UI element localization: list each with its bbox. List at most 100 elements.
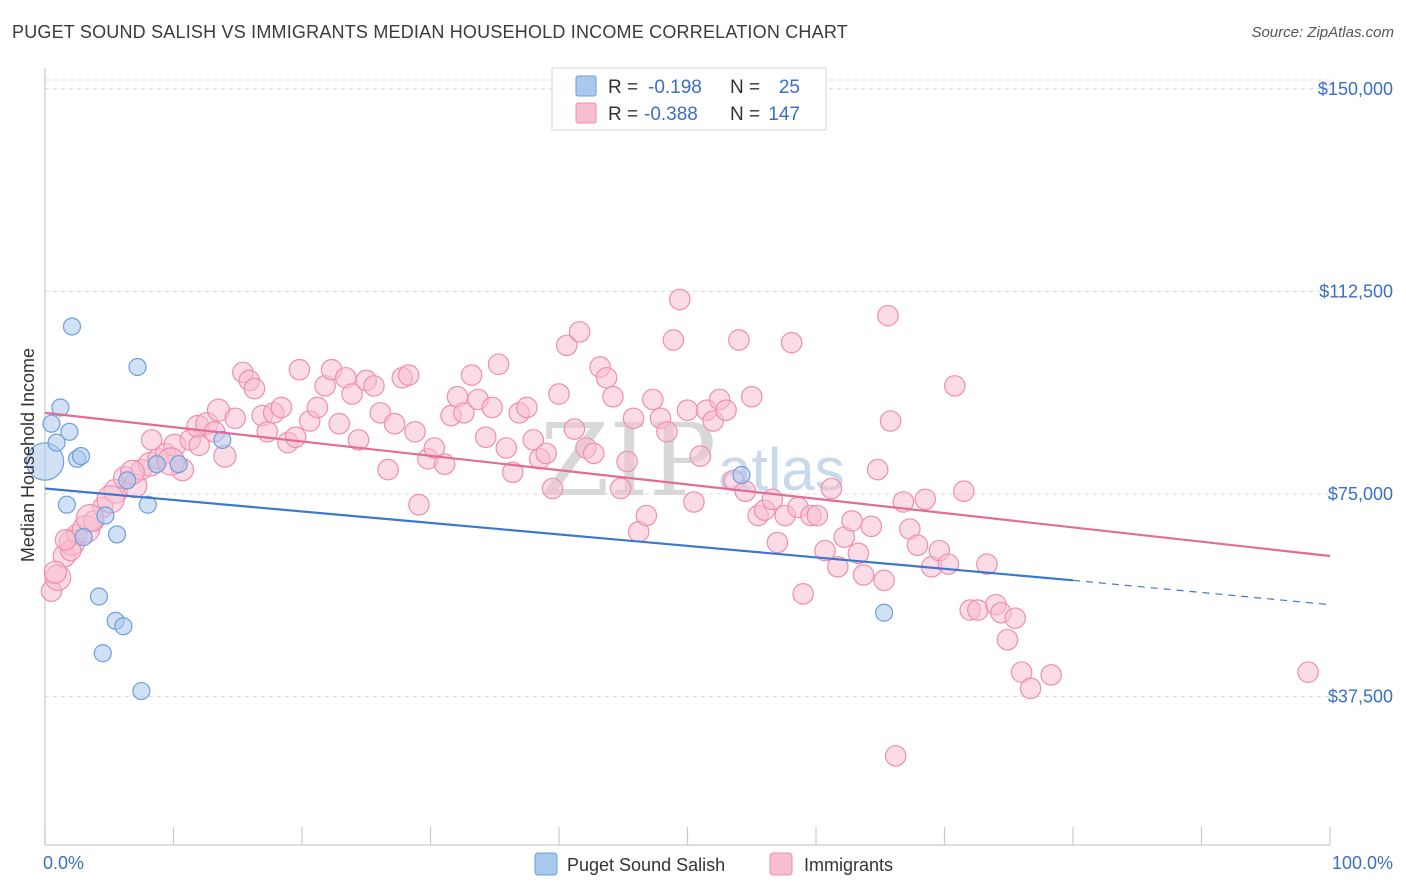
point-immigrants (683, 491, 705, 513)
series-swatch-pink (769, 852, 793, 876)
point-immigrants (522, 429, 545, 451)
point-immigrants (243, 377, 266, 400)
point-immigrants (937, 553, 960, 575)
legend-r-value: -0.388 (644, 104, 698, 125)
point-immigrants (879, 410, 902, 432)
point-immigrants (676, 399, 699, 421)
correlation-legend: R = -0.198 N = 25 R = -0.388 N = 147 (551, 67, 827, 131)
point-immigrants (404, 420, 426, 443)
legend-r-value: -0.198 (648, 77, 702, 98)
y-tick-label: $150,000 (1318, 79, 1393, 99)
series-legend: Puget Sound Salish Immigrants (534, 852, 893, 876)
legend-frame (551, 67, 827, 131)
series-label: Immigrants (804, 855, 893, 875)
point-immigrants (433, 453, 456, 476)
point-immigrants (423, 437, 446, 459)
point-immigrants (967, 599, 989, 621)
series-legend-item-puget-sound-salish[interactable]: Puget Sound Salish (534, 852, 725, 876)
legend-row-blue: R = -0.198 N = 25 (575, 75, 800, 98)
point-puget-sound-salish (60, 422, 79, 441)
x-tick-label-min: 0.0% (43, 853, 84, 873)
point-immigrants (622, 407, 645, 430)
point-immigrants (1004, 607, 1026, 629)
point-immigrants (740, 385, 763, 408)
point-immigrants (140, 429, 163, 451)
point-immigrants (582, 442, 605, 465)
point-immigrants (635, 504, 658, 527)
point-immigrants (1010, 661, 1033, 683)
point-immigrants (284, 426, 307, 448)
point-immigrants (792, 583, 814, 605)
point-immigrants (841, 510, 863, 532)
point-immigrants (481, 396, 503, 419)
point-immigrants (827, 556, 849, 578)
legend-n-value: 25 (779, 77, 800, 98)
x-tick-labels: 0.0% 100.0% (43, 853, 1393, 873)
point-immigrants (728, 329, 750, 351)
point-puget-sound-salish (147, 455, 166, 474)
y-tick-label: $75,000 (1328, 484, 1393, 504)
legend-swatch-blue (575, 75, 597, 97)
y-axis-title: Median Household Income (18, 348, 38, 562)
point-immigrants (563, 418, 586, 440)
point-puget-sound-salish (128, 357, 147, 377)
point-immigrants (541, 477, 564, 500)
point-puget-sound-salish (42, 414, 61, 433)
point-puget-sound-salish (47, 433, 66, 452)
point-immigrants (555, 334, 578, 357)
point-immigrants (996, 628, 1019, 651)
point-immigrants (347, 429, 370, 451)
point-puget-sound-salish (132, 681, 151, 701)
point-immigrants (288, 358, 311, 381)
point-immigrants (1019, 677, 1042, 700)
point-immigrants (860, 515, 883, 538)
grid-layer (45, 79, 1330, 697)
legend-n-label: N = (730, 104, 760, 125)
point-immigrants (363, 375, 385, 397)
point-immigrants (616, 450, 638, 473)
point-immigrants (814, 539, 836, 562)
trendline-puget-sound-salish (44, 487, 1074, 582)
x-tick-label-max: 100.0% (1332, 853, 1393, 873)
y-tick-label: $112,500 (1319, 281, 1393, 301)
point-immigrants (397, 364, 420, 386)
point-immigrants (715, 399, 737, 421)
point-immigrants (568, 321, 591, 343)
chart-title: PUGET SOUND SALISH VS IMMIGRANTS MEDIAN … (12, 22, 848, 42)
legend-n-label: N = (730, 77, 760, 98)
point-immigrants (689, 445, 712, 467)
point-immigrants (408, 493, 430, 516)
point-puget-sound-salish (875, 603, 894, 622)
series-legend-item-immigrants[interactable]: Immigrants (769, 852, 893, 876)
point-immigrants (847, 542, 870, 565)
point-immigrants (487, 353, 510, 376)
point-immigrants (270, 396, 293, 419)
point-puget-sound-salish (732, 465, 751, 485)
point-immigrants (642, 388, 664, 411)
point-puget-sound-salish (213, 430, 232, 449)
point-immigrants (595, 366, 618, 389)
point-puget-sound-salish (71, 446, 91, 466)
point-puget-sound-salish (107, 525, 127, 544)
point-immigrants (873, 569, 895, 592)
point-immigrants (306, 396, 329, 419)
point-immigrants (952, 480, 975, 503)
point-puget-sound-salish (138, 495, 157, 514)
y-tick-label: $37,500 (1328, 686, 1393, 706)
point-puget-sound-salish (74, 528, 93, 547)
point-immigrants (609, 477, 632, 500)
point-puget-sound-salish (96, 506, 115, 525)
point-immigrants (914, 488, 937, 511)
point-immigrants (54, 529, 77, 551)
point-immigrants (943, 375, 966, 397)
point-immigrants (668, 288, 691, 311)
series-swatch-blue (534, 852, 558, 876)
point-immigrants (501, 461, 524, 484)
point-immigrants (460, 364, 483, 386)
point-immigrants (884, 745, 907, 767)
point-puget-sound-salish (89, 587, 109, 606)
point-puget-sound-salish (57, 495, 76, 514)
point-immigrants (906, 534, 929, 557)
legend-swatch-pink (575, 102, 597, 124)
